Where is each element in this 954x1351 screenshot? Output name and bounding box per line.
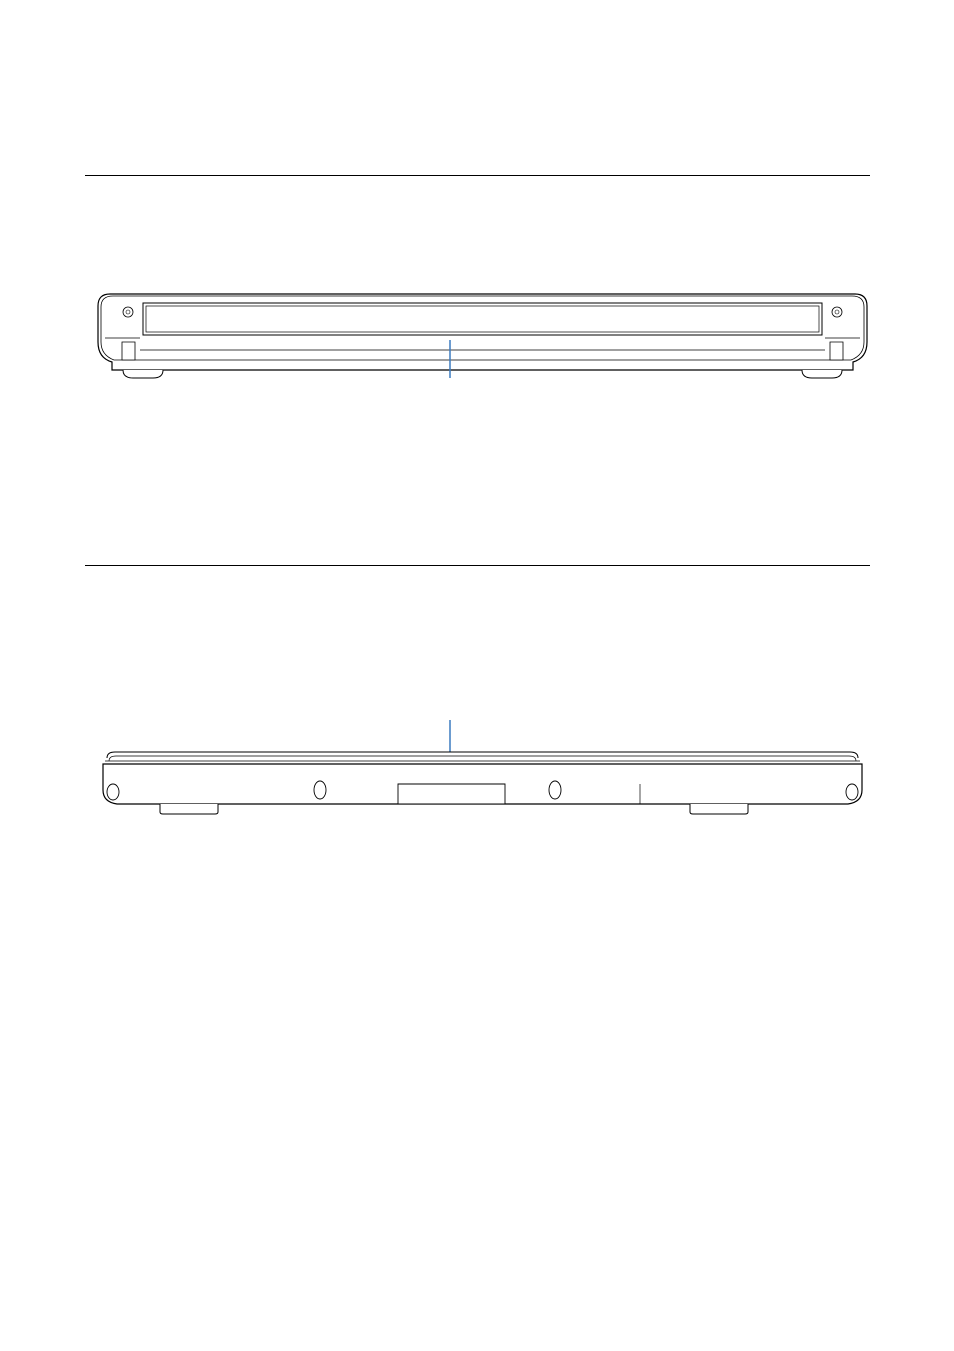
section-divider-1 [85, 175, 870, 176]
laptop-front-view-illustration [95, 290, 870, 385]
section-divider-2 [85, 565, 870, 566]
laptop-rear-view-illustration [95, 720, 870, 820]
